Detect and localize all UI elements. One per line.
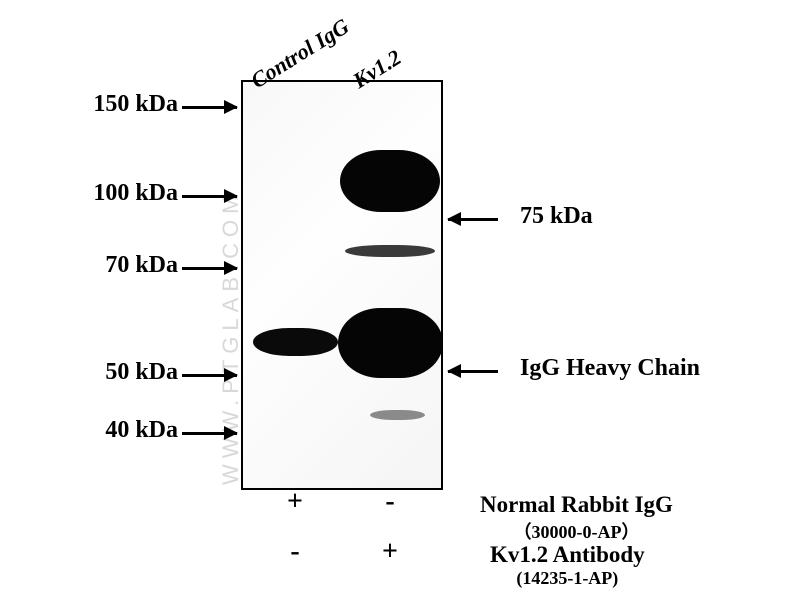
band [370, 410, 425, 420]
mw-label: 70 kDa [0, 252, 178, 279]
condition-label-sub: （30000-0-AP） [480, 518, 673, 544]
right-annotation-label: 75 kDa [520, 203, 593, 230]
arrow-right-icon [182, 267, 237, 270]
band [338, 308, 443, 378]
arrow-right-icon [182, 374, 237, 377]
condition-label: Kv1.2 Antibody(14235-1-AP) [490, 542, 645, 589]
blot-background [243, 82, 441, 488]
condition-symbol: + [280, 486, 310, 518]
blot-membrane [241, 80, 443, 490]
mw-label: 40 kDa [0, 417, 178, 444]
condition-label-main: Normal Rabbit IgG [480, 492, 673, 517]
condition-label-main: Kv1.2 Antibody [490, 542, 645, 567]
mw-label: 50 kDa [0, 359, 178, 386]
arrow-right-icon [182, 195, 237, 198]
mw-label: 150 kDa [0, 91, 178, 118]
right-annotation-label: IgG Heavy Chain [520, 355, 700, 382]
arrow-left-icon [448, 370, 498, 373]
condition-symbol: + [375, 536, 405, 568]
band [253, 328, 338, 356]
mw-label: 100 kDa [0, 180, 178, 207]
condition-label: Normal Rabbit IgG（30000-0-AP） [480, 492, 673, 544]
band [345, 245, 435, 257]
condition-symbol: - [375, 486, 405, 518]
arrow-right-icon [182, 432, 237, 435]
condition-symbol: - [280, 536, 310, 568]
arrow-left-icon [448, 218, 498, 221]
band [340, 150, 440, 212]
condition-label-sub: (14235-1-AP) [490, 568, 645, 589]
western-blot-figure: WWW.PTGLAB.COM Control IgG Kv1.2 150 kDa… [0, 0, 800, 600]
arrow-right-icon [182, 106, 237, 109]
